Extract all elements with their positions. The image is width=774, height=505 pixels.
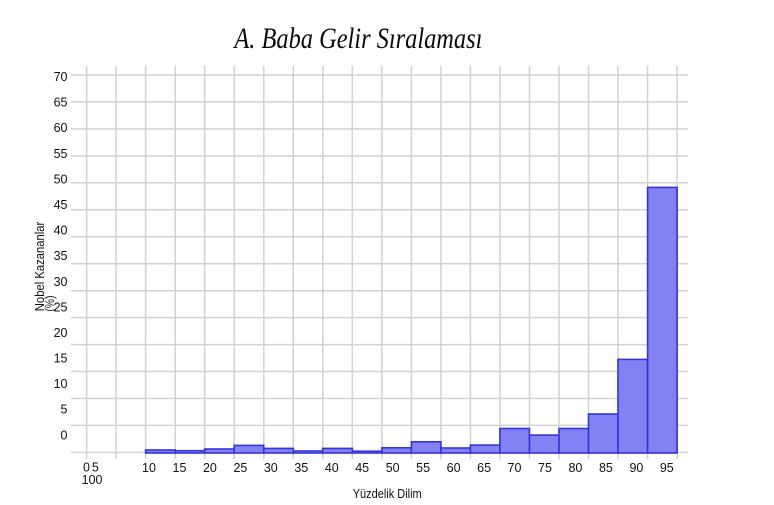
svg-text:35: 35 (54, 249, 68, 263)
svg-text:85: 85 (599, 461, 613, 475)
svg-text:0: 0 (83, 460, 90, 474)
svg-text:A. Baba Gelir Sıralaması: A. Baba Gelir Sıralaması (233, 22, 483, 55)
svg-text:35: 35 (294, 461, 308, 475)
svg-text:25: 25 (233, 461, 247, 475)
svg-text:45: 45 (54, 198, 68, 212)
svg-text:15: 15 (54, 352, 68, 366)
svg-text:15: 15 (173, 461, 187, 475)
svg-text:100: 100 (82, 473, 103, 487)
svg-text:Nobel Kazananlar: Nobel Kazananlar (33, 222, 47, 312)
svg-text:65: 65 (477, 461, 491, 475)
svg-text:0: 0 (61, 428, 68, 442)
svg-text:45: 45 (355, 461, 369, 475)
svg-text:40: 40 (54, 224, 68, 238)
svg-text:30: 30 (264, 461, 278, 475)
svg-text:75: 75 (538, 461, 552, 475)
svg-text:70: 70 (54, 70, 68, 84)
svg-text:90: 90 (629, 461, 643, 475)
svg-text:65: 65 (54, 96, 68, 110)
svg-text:Yüzdelik Dilim: Yüzdelik Dilim (353, 487, 422, 501)
svg-text:55: 55 (416, 461, 430, 475)
svg-text:25: 25 (54, 300, 68, 314)
svg-text:60: 60 (54, 121, 68, 135)
svg-text:10: 10 (142, 461, 156, 475)
svg-text:20: 20 (203, 461, 217, 475)
svg-text:95: 95 (660, 461, 674, 475)
svg-text:50: 50 (54, 172, 68, 186)
svg-text:30: 30 (54, 275, 68, 289)
svg-text:5: 5 (92, 460, 99, 474)
svg-text:(%): (%) (43, 296, 57, 312)
svg-text:60: 60 (447, 461, 461, 475)
svg-text:70: 70 (508, 461, 522, 475)
svg-text:20: 20 (54, 326, 68, 340)
svg-text:55: 55 (54, 147, 68, 161)
svg-text:40: 40 (325, 461, 339, 475)
svg-text:10: 10 (54, 377, 68, 391)
svg-text:80: 80 (568, 461, 582, 475)
svg-text:5: 5 (61, 403, 68, 417)
svg-text:50: 50 (386, 461, 400, 475)
